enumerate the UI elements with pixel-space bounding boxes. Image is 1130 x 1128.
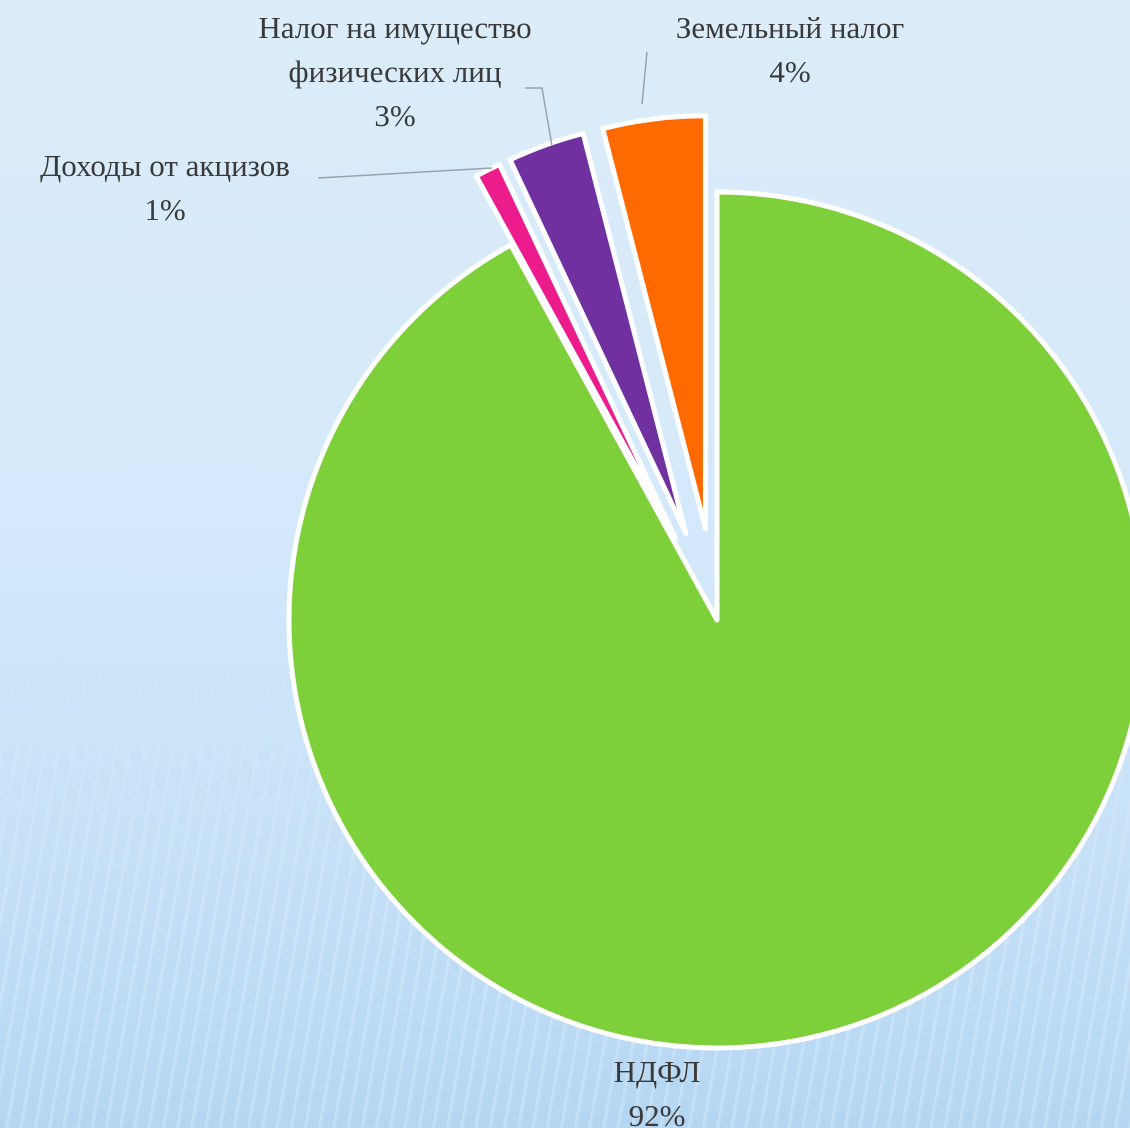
data-label-excise: Доходы от акцизов 1%	[40, 148, 290, 227]
data-label-line: НДФЛ	[614, 1054, 701, 1089]
slices-group	[286, 113, 1130, 1051]
data-label-line: 1%	[144, 192, 185, 227]
pie-slice-ndfl	[286, 189, 1130, 1051]
data-label-line: Земельный налог	[676, 10, 904, 45]
data-label-ndfl: НДФЛ 92%	[614, 1054, 701, 1128]
data-label-line: физических лиц	[289, 54, 502, 89]
leader-line-property-tax	[525, 87, 553, 147]
leader-lines-group	[317, 51, 648, 179]
pie-slice-land-tax	[600, 113, 708, 532]
data-label-land-tax: Земельный налог 4%	[676, 10, 904, 89]
data-label-line: 3%	[374, 98, 415, 133]
leader-line-land-tax	[641, 51, 648, 105]
data-label-line: Налог на имущество	[258, 10, 531, 45]
data-labels-group: НДФЛ 92% Доходы от акцизов 1% Налог на имуще…	[40, 10, 904, 1128]
data-label-property-tax: Налог на имущество физических лиц 3%	[258, 10, 531, 133]
leader-line-excise	[317, 167, 493, 179]
pie-slice-excise	[473, 161, 678, 541]
data-label-line: 4%	[769, 54, 810, 89]
pie-slice-property-tax	[507, 130, 689, 536]
data-label-line: 92%	[629, 1098, 686, 1128]
data-label-line: Доходы от акцизов	[40, 148, 290, 183]
